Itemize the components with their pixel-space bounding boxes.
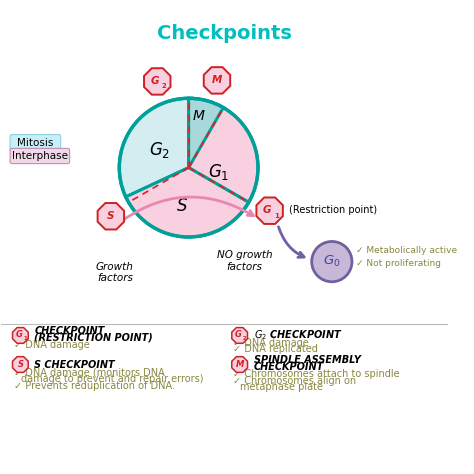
- Text: 1: 1: [23, 337, 27, 341]
- Text: $G_2$ CHECKPOINT: $G_2$ CHECKPOINT: [254, 328, 342, 342]
- Text: ✓ DNA damage: ✓ DNA damage: [14, 340, 90, 350]
- Polygon shape: [256, 198, 283, 224]
- Text: (Restriction point): (Restriction point): [289, 205, 377, 215]
- Polygon shape: [204, 67, 230, 94]
- Text: Interphase: Interphase: [12, 151, 68, 161]
- Text: NO growth
factors: NO growth factors: [217, 250, 273, 272]
- Text: SPINDLE ASSEMBLY: SPINDLE ASSEMBLY: [254, 355, 360, 365]
- Text: 2: 2: [243, 337, 246, 341]
- Text: M: M: [212, 75, 222, 85]
- Polygon shape: [144, 68, 171, 95]
- Polygon shape: [12, 356, 28, 373]
- Text: 1: 1: [274, 213, 279, 219]
- Text: ✓ DNA damage: ✓ DNA damage: [233, 337, 309, 347]
- Text: S: S: [177, 197, 187, 215]
- Text: $G_2$: $G_2$: [149, 140, 170, 160]
- Text: G: G: [150, 76, 159, 86]
- Text: S: S: [18, 360, 23, 369]
- Text: ✓ Not proliferating: ✓ Not proliferating: [356, 259, 441, 268]
- Text: ✓ Metabolically active: ✓ Metabolically active: [356, 246, 457, 255]
- Text: S: S: [107, 211, 115, 221]
- Polygon shape: [232, 356, 247, 373]
- FancyArrowPatch shape: [115, 197, 254, 226]
- Wedge shape: [119, 98, 189, 197]
- Wedge shape: [189, 98, 258, 202]
- Text: ✓ Prevents reduplication of DNA.: ✓ Prevents reduplication of DNA.: [14, 381, 175, 391]
- Text: G: G: [263, 205, 271, 215]
- Text: G: G: [15, 330, 22, 339]
- Text: CHECKPOINT: CHECKPOINT: [34, 326, 104, 336]
- Text: ✓ Chromosomes align on: ✓ Chromosomes align on: [233, 375, 356, 386]
- Polygon shape: [12, 328, 28, 343]
- Text: CHECKPOINT: CHECKPOINT: [254, 362, 324, 372]
- FancyArrowPatch shape: [279, 227, 304, 257]
- Text: S CHECKPOINT: S CHECKPOINT: [34, 360, 115, 370]
- Circle shape: [312, 241, 352, 282]
- Wedge shape: [189, 98, 223, 168]
- Text: Growth
factors: Growth factors: [96, 262, 134, 283]
- Text: metaphase plate: metaphase plate: [240, 382, 323, 392]
- Text: 2: 2: [162, 83, 166, 90]
- Text: damage to prevent and repair errors): damage to prevent and repair errors): [21, 374, 203, 384]
- Text: $G_1$: $G_1$: [209, 162, 230, 182]
- Polygon shape: [98, 203, 124, 229]
- Text: $G_0$: $G_0$: [323, 254, 341, 269]
- Text: Mitosis: Mitosis: [17, 138, 54, 148]
- Text: ✓ DNA damage (monitors DNA: ✓ DNA damage (monitors DNA: [14, 368, 165, 378]
- Text: M: M: [192, 109, 204, 123]
- Text: (RESTRICTION POINT): (RESTRICTION POINT): [34, 333, 153, 343]
- Text: ✓ Chromosomes attach to spindle: ✓ Chromosomes attach to spindle: [233, 369, 400, 379]
- Wedge shape: [126, 168, 249, 237]
- FancyBboxPatch shape: [10, 148, 70, 164]
- Text: ✓ DNA replicated: ✓ DNA replicated: [233, 344, 318, 354]
- Polygon shape: [232, 328, 247, 343]
- Text: G: G: [235, 330, 241, 339]
- FancyBboxPatch shape: [10, 135, 61, 152]
- Text: M: M: [236, 360, 244, 369]
- Text: Checkpoints: Checkpoints: [157, 25, 292, 44]
